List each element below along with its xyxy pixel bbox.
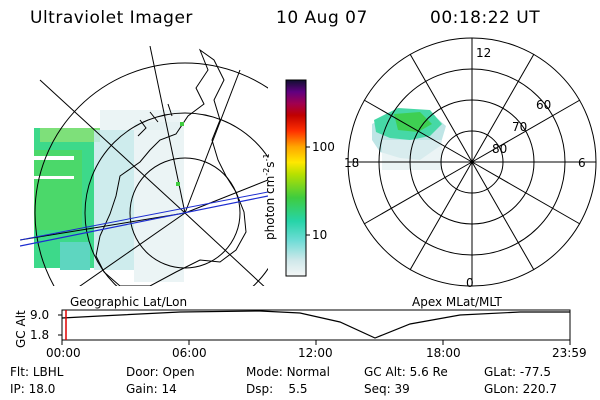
status-glat: GLat: -77.5: [484, 365, 551, 379]
status-seq: Seq: 39: [364, 382, 410, 396]
mlt-label-0: 0: [466, 276, 474, 290]
mlt-label-18: 18: [344, 156, 360, 170]
date-label: 10 Aug 07: [276, 8, 368, 28]
colorbar-tick-10: 10: [312, 228, 328, 242]
altitude-plot: [58, 309, 571, 345]
polar-mlat-mlt-plot: [347, 37, 597, 287]
colorbar: [285, 79, 307, 277]
time-tick-0600: 06:00: [172, 346, 207, 360]
status-gain: Gain: 14: [126, 382, 177, 396]
altitude-curve: [61, 310, 570, 339]
app-title: Ultraviolet Imager: [30, 8, 193, 28]
altitude-ytick-9: 9.0: [30, 308, 50, 322]
mlt-label-12: 12: [476, 46, 492, 60]
time-tick-0000: 00:00: [46, 346, 81, 360]
status-flt: Flt: LBHL: [10, 365, 64, 379]
time-label: 00:18:22 UT: [430, 8, 541, 28]
orbit-track: [20, 195, 268, 247]
time-tick-1800: 18:00: [426, 346, 461, 360]
mlat-label-70: 70: [512, 120, 528, 134]
status-mode: Mode: Normal: [246, 365, 330, 379]
status-dsp: Dsp: 5.5: [246, 382, 308, 396]
colorbar-tick-100: 100: [312, 140, 335, 154]
altitude-ytick-1-8: 1.8: [30, 328, 50, 342]
status-door: Door: Open: [126, 365, 195, 379]
apex-caption: Apex MLat/MLT: [412, 295, 502, 309]
mlat-label-80: 80: [492, 142, 508, 156]
altitude-ylabel: GC Alt: [14, 310, 28, 348]
time-tick-2359: 23:59: [552, 346, 587, 360]
status-ip: IP: 18.0: [10, 382, 56, 396]
mlt-label-6: 6: [578, 156, 586, 170]
status-glon: GLon: 220.7: [484, 382, 557, 396]
status-gc-alt: GC Alt: 5.6 Re: [364, 365, 448, 379]
geographic-caption: Geographic Lat/Lon: [70, 295, 188, 309]
colorbar-unit-label: photon cm-2s-1: [262, 153, 277, 240]
continent-outline: [95, 48, 247, 286]
geographic-map: [20, 46, 268, 286]
time-tick-1200: 12:00: [298, 346, 333, 360]
mlat-label-60: 60: [536, 98, 552, 112]
